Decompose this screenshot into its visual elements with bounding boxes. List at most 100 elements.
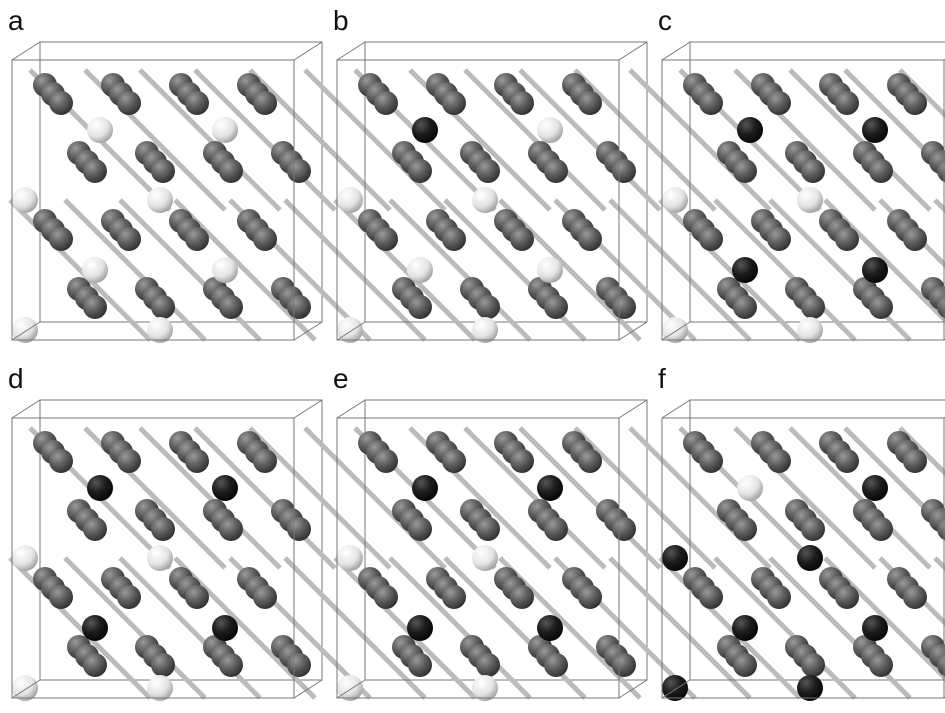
dopant-atom	[212, 615, 238, 641]
dopant-atom	[662, 187, 688, 213]
atom	[578, 91, 602, 115]
dopant-atom	[862, 475, 888, 501]
panel-label: b	[333, 5, 349, 36]
atom	[287, 653, 311, 677]
dopant-atom	[797, 545, 823, 571]
atom	[544, 653, 568, 677]
atom	[510, 91, 534, 115]
atom	[835, 91, 859, 115]
atom	[117, 449, 141, 473]
dopant-atom	[407, 615, 433, 641]
atom	[801, 653, 825, 677]
atom	[476, 653, 500, 677]
atom	[408, 653, 432, 677]
atom	[903, 91, 927, 115]
dopant-atom	[797, 187, 823, 213]
dopant-atom	[862, 615, 888, 641]
atom	[699, 449, 723, 473]
dopant-atom	[87, 117, 113, 143]
dopant-atom	[737, 475, 763, 501]
atom	[903, 585, 927, 609]
dopant-atom	[662, 675, 688, 701]
atom	[578, 227, 602, 251]
dopant-atom	[537, 475, 563, 501]
panel-label: c	[658, 5, 672, 36]
atom	[83, 653, 107, 677]
atom	[835, 449, 859, 473]
atom	[151, 295, 175, 319]
atom	[510, 585, 534, 609]
atom	[287, 295, 311, 319]
atom	[49, 449, 73, 473]
atom	[476, 517, 500, 541]
cell-edge	[12, 400, 40, 418]
atom	[219, 517, 243, 541]
dopant-atom	[337, 187, 363, 213]
dopant-atom	[862, 257, 888, 283]
dopant-atom	[732, 615, 758, 641]
atom	[903, 449, 927, 473]
dopant-atom	[537, 615, 563, 641]
atom	[185, 91, 209, 115]
atom	[408, 159, 432, 183]
atom	[699, 91, 723, 115]
atom	[544, 295, 568, 319]
dopant-atom	[472, 187, 498, 213]
atom	[151, 653, 175, 677]
atom	[699, 585, 723, 609]
panel-label: a	[8, 5, 24, 36]
cell-edge	[662, 400, 690, 418]
panel-label: e	[333, 363, 349, 394]
atom	[835, 585, 859, 609]
atom	[544, 517, 568, 541]
atom	[219, 295, 243, 319]
atom	[253, 585, 277, 609]
cell-edge	[337, 400, 365, 418]
atom	[219, 159, 243, 183]
atom	[767, 227, 791, 251]
atom	[287, 159, 311, 183]
dopant-atom	[412, 117, 438, 143]
atom	[185, 449, 209, 473]
atom	[185, 585, 209, 609]
atom	[612, 159, 636, 183]
atom	[408, 517, 432, 541]
atom	[733, 159, 757, 183]
dopant-atom	[337, 317, 363, 343]
cell-edge	[294, 400, 322, 418]
dopant-atom	[337, 545, 363, 571]
atom	[578, 585, 602, 609]
atom	[476, 295, 500, 319]
dopant-atom	[862, 117, 888, 143]
dopant-atom	[212, 257, 238, 283]
dopant-atom	[12, 675, 38, 701]
atom	[49, 585, 73, 609]
atom	[801, 517, 825, 541]
atom	[733, 517, 757, 541]
dopant-atom	[537, 117, 563, 143]
dopant-atom	[472, 545, 498, 571]
atom	[408, 295, 432, 319]
atom	[185, 227, 209, 251]
atom	[49, 227, 73, 251]
atom	[510, 449, 534, 473]
atom	[869, 517, 893, 541]
panel-label: f	[658, 363, 666, 394]
atom	[767, 91, 791, 115]
atom	[801, 159, 825, 183]
dopant-atom	[212, 475, 238, 501]
dopant-atom	[147, 317, 173, 343]
atom	[869, 159, 893, 183]
dopant-atom	[662, 545, 688, 571]
page: abcdef (() => { const data = JSON.parse(…	[0, 0, 945, 713]
atom	[767, 449, 791, 473]
dopant-atom	[412, 475, 438, 501]
panel-label: d	[8, 363, 24, 394]
atom	[442, 91, 466, 115]
atom	[117, 227, 141, 251]
cell-edge	[337, 42, 365, 60]
atom	[253, 227, 277, 251]
atom	[442, 449, 466, 473]
atom	[612, 295, 636, 319]
dopant-atom	[797, 675, 823, 701]
